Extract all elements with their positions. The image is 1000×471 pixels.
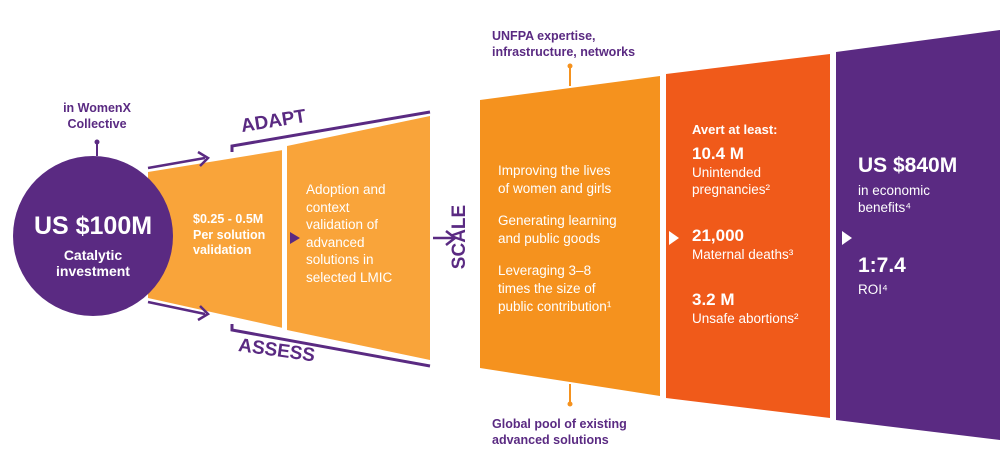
lower-arrow-line bbox=[147, 300, 206, 316]
scale-arrow-head bbox=[445, 230, 458, 246]
benefits-arrow-icon bbox=[842, 231, 852, 245]
scale-panel bbox=[480, 76, 660, 396]
investment-caption: Catalytic investment bbox=[56, 247, 130, 279]
upper-arrow-head bbox=[197, 150, 211, 167]
avert-label-3: Unsafe abortions² bbox=[692, 311, 799, 326]
assess-bracket bbox=[230, 324, 431, 368]
funnel-divider bbox=[282, 146, 287, 332]
small-arrow-icon bbox=[290, 232, 300, 244]
benefits-caption: in economic benefits⁴ bbox=[858, 183, 931, 215]
benefits-amount: US $840M bbox=[858, 154, 958, 177]
avert-heading: Avert at least: bbox=[692, 122, 778, 137]
scale-bottom-note: Global pool of existing advanced solutio… bbox=[492, 417, 627, 447]
avert-label-1: Unintended pregnancies² bbox=[692, 165, 771, 197]
circle-top-note: in WomenX Collective bbox=[63, 101, 131, 131]
adoption-panel bbox=[287, 116, 430, 360]
investment-amount: US $100M bbox=[33, 212, 153, 240]
roi-caption: ROI⁴ bbox=[858, 282, 888, 297]
cost-caption: Per solution validation bbox=[193, 228, 266, 257]
avert-label-2: Maternal deaths³ bbox=[692, 247, 794, 262]
avert-value-3: 3.2 M bbox=[692, 290, 735, 309]
investment-circle bbox=[13, 156, 173, 316]
scale-point-1: Improving the lives of women and girls bbox=[498, 163, 612, 196]
adapt-bracket bbox=[230, 110, 431, 152]
avert-panel bbox=[666, 54, 830, 418]
adoption-description: Adoption and context validation of advan… bbox=[306, 182, 393, 285]
scale-point-3: Leveraging 3–8 times the size of public … bbox=[498, 263, 612, 314]
lower-arrow-head bbox=[197, 305, 211, 322]
scale-top-note: UNFPA expertise, infrastructure, network… bbox=[492, 29, 636, 59]
scale-label: SCALE bbox=[449, 204, 470, 270]
avert-value-1: 10.4 M bbox=[692, 144, 744, 163]
upper-arrow-line bbox=[147, 156, 206, 170]
avert-arrow-icon bbox=[669, 231, 679, 245]
benefits-panel bbox=[836, 30, 1000, 440]
roi-value: 1:7.4 bbox=[858, 254, 906, 277]
avert-value-2: 21,000 bbox=[692, 226, 744, 245]
scale-bottom-dot bbox=[567, 401, 573, 407]
adapt-assess-funnel bbox=[148, 150, 283, 328]
circle-connector-dot bbox=[94, 139, 100, 145]
scale-top-dot bbox=[567, 63, 573, 69]
cost-value: $0.25 - 0.5M bbox=[193, 212, 264, 226]
scale-point-2: Generating learning and public goods bbox=[498, 213, 617, 246]
